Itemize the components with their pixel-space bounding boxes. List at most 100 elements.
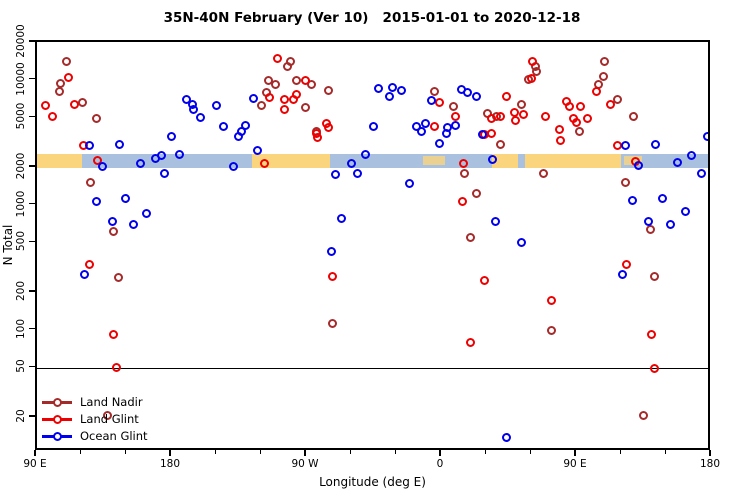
legend-marker [42,415,72,424]
x-axis-minor-tick [529,450,531,454]
data-point-ocean-glint [211,100,221,110]
data-point-land-glint [486,113,496,123]
data-point-ocean-glint [388,83,398,93]
data-point-land-glint [434,97,444,107]
data-point-ocean-glint [634,161,644,171]
data-point-land-nadir [600,56,610,66]
x-axis-major-tick [439,450,441,456]
data-point-land-glint [564,101,574,111]
data-point-ocean-glint [620,141,630,151]
x-axis-label: Longitude (deg E) [319,475,426,489]
data-point-land-glint [518,109,528,119]
data-point-ocean-glint [696,168,706,178]
data-point-land-glint [85,259,95,269]
data-point-land-glint [649,363,659,373]
data-point-ocean-glint [189,104,199,114]
x-axis-tick-label: 90 W [291,458,319,470]
x-axis-minor-tick [79,450,81,454]
data-point-ocean-glint [85,141,95,151]
data-point-ocean-glint [426,96,436,106]
data-point-ocean-glint [420,119,430,129]
data-point-land-glint [260,159,270,169]
data-point-land-nadir [61,56,71,66]
data-point-land-nadir [639,410,649,420]
data-point-ocean-glint [658,193,668,203]
data-point-land-glint [451,111,461,121]
data-point-land-glint [313,133,323,143]
y-axis-tick [29,165,35,167]
legend-marker [42,398,72,407]
x-axis-tick-label: 0 [436,458,444,470]
data-point-ocean-glint [478,130,488,140]
data-point-land-glint [555,125,565,135]
data-point-ocean-glint [353,169,363,179]
data-point-land-nadir [517,100,527,110]
data-point-land-glint [622,259,632,269]
data-point-land-nadir [301,103,311,113]
data-point-land-nadir [620,177,630,187]
data-point-ocean-glint [374,84,384,94]
data-point-land-nadir [108,227,118,237]
legend-label: Ocean Glint [80,428,148,443]
data-point-land-nadir [495,140,505,150]
data-point-ocean-glint [114,140,124,150]
legend-item-land-glint: Land Glint [42,411,148,428]
x-axis-major-tick [34,450,36,456]
y-axis-tick [29,202,35,205]
data-point-ocean-glint [680,206,690,216]
data-point-ocean-glint [248,93,258,103]
data-point-land-nadir [472,188,482,198]
data-point-land-glint [571,118,581,128]
y-axis-tick [29,240,35,242]
data-point-ocean-glint [488,155,498,165]
y-axis-tick [29,290,35,292]
data-point-land-glint [605,99,615,109]
data-point-land-nadir [113,272,123,282]
land-coverage-band [37,153,82,168]
y-axis-tick-label: 200 [15,280,27,302]
data-point-ocean-glint [434,138,444,148]
data-point-land-glint [280,95,290,105]
land-coverage-band [491,153,518,168]
data-point-land-nadir [531,66,541,76]
reference-line-n50 [37,367,708,369]
y-axis-tick-label: 10000 [15,61,27,96]
data-point-land-nadir [547,326,557,336]
data-point-ocean-glint [517,237,527,247]
data-point-land-nadir [612,95,622,105]
data-point-land-nadir [649,271,659,281]
data-point-ocean-glint [167,131,177,141]
legend: Land Nadir Land Glint Ocean Glint [42,394,148,445]
data-point-land-glint [509,107,519,117]
y-axis-tick-label: 500 [15,231,27,252]
ocean-coverage-band [329,153,492,168]
y-axis-tick-label: 20000 [15,24,27,58]
data-point-land-glint [495,111,505,121]
data-point-ocean-glint [218,121,228,131]
data-point-land-nadir [539,169,549,179]
data-point-land-nadir [449,101,459,111]
data-point-land-glint [540,111,550,121]
data-point-land-glint [272,54,282,64]
data-point-ocean-glint [411,121,421,131]
data-point-land-nadir [286,57,296,67]
y-axis-tick-label: 2000 [15,152,27,180]
legend-item-land-nadir: Land Nadir [42,394,148,411]
x-axis-tick-label: 90 E [23,458,47,470]
ocean-coverage-band [517,153,526,168]
x-axis-minor-tick [619,450,621,454]
legend-marker [42,432,72,441]
data-point-land-nadir [271,79,281,89]
land-coverage-band [525,153,621,168]
data-point-ocean-glint [229,162,239,172]
y-axis-tick-label: 50 [15,359,27,373]
data-point-land-nadir [465,232,475,242]
plot-area [35,40,710,450]
data-point-land-glint [465,338,475,348]
data-point-ocean-glint [80,270,90,280]
data-point-land-nadir [459,168,469,178]
x-axis-minor-tick [124,450,126,454]
data-point-land-glint [70,100,80,110]
data-point-land-glint [40,100,50,110]
chart-title: 35N-40N February (Ver 10) 2015-01-01 to … [163,10,581,26]
